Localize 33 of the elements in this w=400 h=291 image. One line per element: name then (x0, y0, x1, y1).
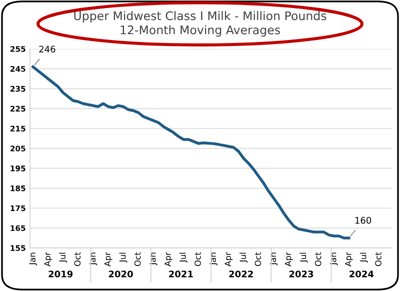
x-tick-label: Oct (194, 252, 201, 266)
x-tick-label: Oct (134, 252, 141, 266)
x-tick-label: Apr (44, 252, 52, 266)
x-tick-label: Jan (270, 252, 278, 266)
x-tick-label: Jul (300, 252, 308, 263)
x-tick-label: Jan (150, 252, 158, 266)
x-tick-label: Apr (104, 252, 112, 266)
x-tick-label: Jul (59, 252, 68, 263)
text: 2020 (108, 270, 133, 278)
text: 2024 (350, 270, 374, 278)
data-label: 160 (355, 216, 372, 224)
x-tick-label: Oct (314, 252, 322, 266)
x-tick-label: Apr (284, 252, 293, 266)
x-tick-label: Jan (29, 252, 37, 266)
x-tick-label: Oct (74, 252, 81, 266)
text: 2023 (289, 270, 314, 278)
text: 2022 (229, 270, 253, 278)
x-tick-label: Apr (224, 252, 233, 266)
x-tick-label: Apr (164, 252, 172, 266)
data-label: 246 (39, 46, 56, 53)
x-tick-label: Oct (375, 252, 382, 266)
text: 2019 (48, 270, 73, 278)
x-tick-label: Apr (345, 252, 353, 266)
x-tick-label: Jul (240, 252, 248, 263)
x-tick-label: Jan (330, 252, 338, 266)
x-tick-label: Jul (119, 252, 128, 263)
x-tick-label: Jul (179, 252, 188, 263)
chart-title: Upper Midwest Class I Milk - Million Pounds 12-Month Moving Averages (74, 11, 326, 37)
text: 2021 (169, 270, 193, 278)
line-series (32, 65, 350, 240)
x-tick-label: Jul (360, 252, 368, 263)
x-tick-label: Jan (89, 252, 98, 266)
x-tick-label: Oct (254, 252, 262, 266)
